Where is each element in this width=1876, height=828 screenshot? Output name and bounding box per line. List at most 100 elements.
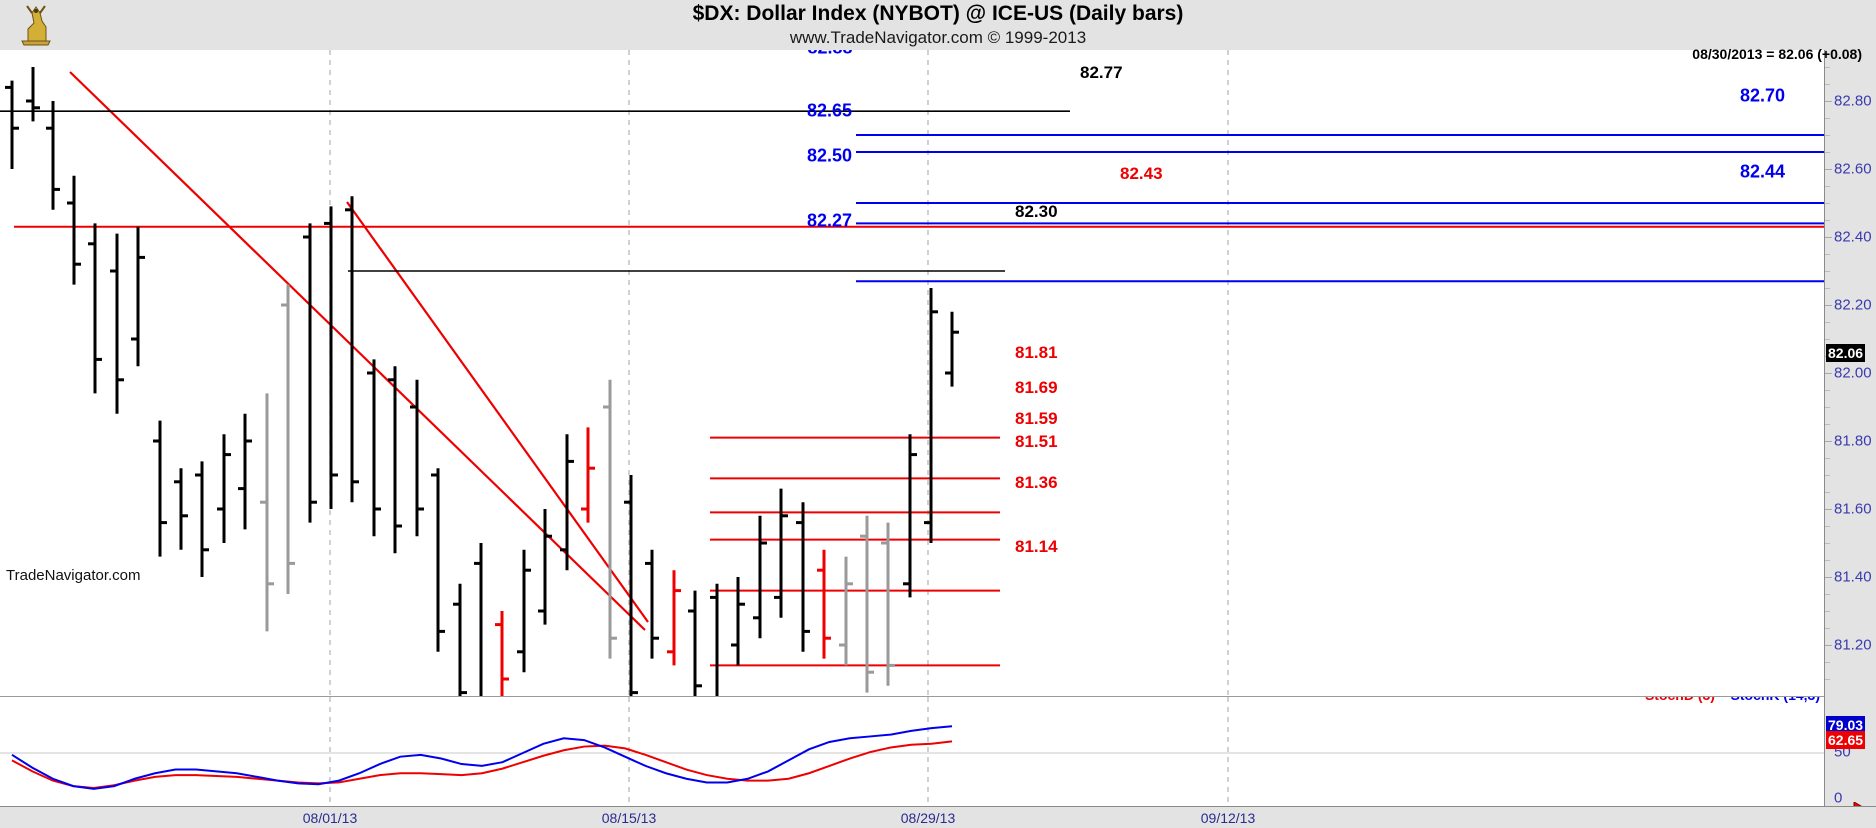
ohlc-bar <box>67 175 81 285</box>
ohlc-bar <box>945 311 959 387</box>
level-label-82.44[interactable]: 82.44 <box>1740 161 1786 182</box>
stochd-value-badge: 62.65 <box>1826 731 1866 750</box>
axis-minor-tick <box>1825 135 1830 136</box>
stochastics-legend: StochD (3) StochK (14,3) <box>1645 697 1820 703</box>
axis-minor-tick <box>1825 67 1830 68</box>
level-label-82.50[interactable]: 82.50 <box>806 145 852 166</box>
price-pane[interactable]: TradeNavigator.com 82.88 82.77 82.70 82.65 8… <box>0 50 1824 696</box>
price-axis[interactable]: 82.80 82.60 82.40 82.20 82.00 81.80 81.60 81.40… <box>1824 50 1876 824</box>
level-label-81.51[interactable]: 81.51 <box>1015 432 1058 451</box>
axis-minor-tick <box>1825 543 1830 544</box>
axis-minor-tick <box>1825 237 1830 238</box>
stochk-legend-label: StochK (14,3) <box>1731 697 1820 703</box>
ohlc-bar <box>281 284 295 594</box>
axis-minor-tick <box>1825 679 1830 680</box>
axis-minor-tick <box>1825 288 1830 289</box>
axis-minor-tick <box>1825 305 1830 306</box>
ohlc-bar <box>260 393 274 632</box>
stoch-axis-label: 0 <box>1834 789 1843 807</box>
axis-minor-tick <box>1825 169 1830 170</box>
ohlc-bar <box>624 475 638 696</box>
ohlc-bar <box>5 80 19 169</box>
date-axis[interactable]: 08/01/13 08/15/13 08/29/13 09/12/13 <box>0 806 1876 828</box>
level-label-82.77[interactable]: 82.77 <box>1080 63 1123 82</box>
axis-minor-tick <box>1825 611 1830 612</box>
ohlc-bar <box>495 611 509 696</box>
axis-minor-tick <box>1825 424 1830 425</box>
ohlc-bar <box>474 543 483 696</box>
level-label-81.59[interactable]: 81.59 <box>1015 409 1058 428</box>
ohlc-bar <box>560 434 574 571</box>
axis-minor-tick <box>1825 152 1830 153</box>
ohlc-bar <box>345 196 359 503</box>
axis-minor-tick <box>1825 594 1830 595</box>
price-plot <box>0 50 1824 696</box>
chart-subtitle: www.TradeNavigator.com © 1999-2013 <box>789 28 1087 47</box>
price-axis-label: 81.20 <box>1834 636 1872 654</box>
axis-minor-tick <box>1825 441 1830 442</box>
last-price-badge: 82.06 <box>1826 343 1866 362</box>
ohlc-bar <box>710 583 719 696</box>
axis-minor-tick <box>1825 339 1830 340</box>
bull-statue-logo-icon <box>14 1 58 47</box>
last-quote-readout: 08/30/2013 = 82.06 (+0.08) <box>1692 46 1862 62</box>
ohlc-bar <box>881 522 895 686</box>
axis-minor-tick <box>1825 101 1830 102</box>
level-label-82.27[interactable]: 82.27 <box>806 210 852 231</box>
chart-title: $DX: Dollar Index (NYBOT) @ ICE-US (Dail… <box>692 2 1184 25</box>
axis-minor-tick <box>1825 407 1830 408</box>
level-label-81.36[interactable]: 81.36 <box>1015 473 1058 492</box>
ohlc-bar <box>603 379 617 659</box>
axis-minor-tick <box>1825 509 1830 510</box>
level-label-81.81[interactable]: 81.81 <box>1015 343 1058 362</box>
price-axis-label: 82.00 <box>1834 364 1872 382</box>
ohlc-bar <box>195 461 209 577</box>
stochastics-plot <box>0 697 1824 807</box>
ohlc-bar <box>453 583 467 696</box>
level-label-81.14[interactable]: 81.14 <box>1015 537 1058 556</box>
trendline-lower-downtrend[interactable] <box>346 201 649 623</box>
ohlc-bar <box>88 223 102 394</box>
level-label-82.30[interactable]: 82.30 <box>1015 202 1058 221</box>
ohlc-bar <box>839 556 853 666</box>
level-label-81.69[interactable]: 81.69 <box>1015 378 1058 397</box>
level-label-82.65[interactable]: 82.65 <box>806 100 852 121</box>
ohlc-bar <box>645 549 659 659</box>
ohlc-bar <box>367 359 381 537</box>
price-axis-label: 82.60 <box>1834 160 1872 178</box>
ohlc-bar <box>753 515 767 639</box>
price-axis-label: 82.40 <box>1834 228 1872 246</box>
level-label-82.70[interactable]: 82.70 <box>1740 85 1786 106</box>
ohlc-bar <box>667 570 681 666</box>
ohlc-bar <box>924 288 938 543</box>
ohlc-bar <box>517 549 531 673</box>
ohlc-bar <box>110 233 124 414</box>
stochk-value-badge: 79.03 <box>1826 716 1866 735</box>
ohlc-bar <box>903 434 917 598</box>
date-axis-label: 08/29/13 <box>900 810 956 826</box>
ohlc-bar <box>303 223 317 523</box>
ohlc-bar <box>410 379 424 537</box>
ohlc-bar <box>46 101 60 210</box>
ohlc-bar <box>217 434 231 543</box>
axis-minor-tick <box>1825 560 1830 561</box>
level-label-82.88[interactable]: 82.88 <box>807 50 852 59</box>
ohlc-bar <box>153 420 167 557</box>
date-axis-label: 08/15/13 <box>601 810 657 826</box>
axis-minor-tick <box>1825 220 1830 221</box>
ohlc-bar <box>796 502 810 652</box>
price-axis-label: 81.60 <box>1834 500 1872 518</box>
price-axis-label: 82.20 <box>1834 296 1872 314</box>
ohlc-bar <box>174 468 188 550</box>
price-axis-label: 81.40 <box>1834 568 1872 586</box>
stochastics-pane[interactable]: StochD (3) StochK (14,3) <box>0 696 1824 807</box>
axis-minor-tick <box>1825 373 1830 374</box>
trendline-upper-downtrend[interactable] <box>69 71 646 631</box>
axis-minor-tick <box>1825 628 1830 629</box>
ohlc-bar <box>238 413 252 530</box>
level-label-82.43[interactable]: 82.43 <box>1120 164 1163 183</box>
stoch-series-stochd <box>11 740 953 789</box>
ohlc-bar <box>581 427 595 523</box>
axis-minor-tick <box>1825 254 1830 255</box>
